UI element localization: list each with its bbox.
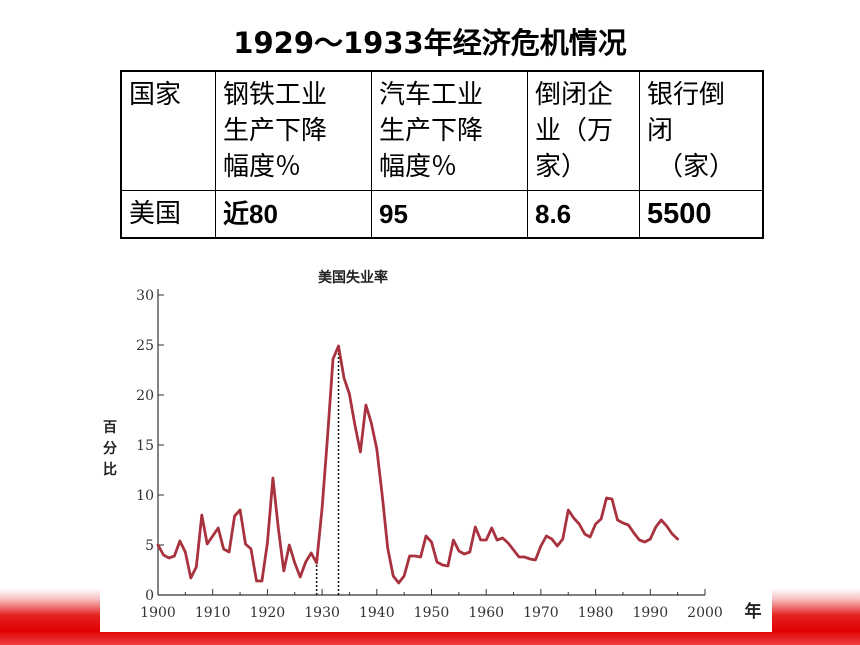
x-tick-label: 1900 <box>140 605 176 621</box>
x-tick-label: 1970 <box>523 605 559 621</box>
header-bankrupt-firms: 倒闭企 业（万 家） <box>527 70 640 191</box>
y-tick-label: 15 <box>136 438 154 454</box>
x-tick-label: 1960 <box>468 605 504 621</box>
x-tick-label: 2000 <box>687 605 723 621</box>
header-country: 国家 <box>120 70 216 191</box>
crisis-table: 国家 钢铁工业 生产下降 幅度％ 汽车工业 生产下降 幅度％ 倒闭企 业（万 家） 银行倒闭… <box>120 70 764 239</box>
y-tick-label: 5 <box>145 538 154 554</box>
slide-title: 1929～1933年经济危机情况 <box>233 26 627 60</box>
y-tick-label: 10 <box>136 488 154 504</box>
x-tick-label: 1940 <box>359 605 395 621</box>
y-axis-label-char: 比 <box>103 461 117 478</box>
y-tick-label: 30 <box>136 288 154 304</box>
x-tick-label: 1980 <box>578 605 614 621</box>
y-tick-label: 25 <box>136 338 154 354</box>
x-tick-label: 1990 <box>632 605 668 621</box>
x-tick-label: 1910 <box>195 605 231 621</box>
chart-svg: 0 5 10 15 20 25 30 1900 1910 1920 1930 1940 1950 1960… <box>103 269 762 622</box>
y-axis-label-char: 分 <box>103 441 117 457</box>
header-bank-failures: 银行倒闭（家） <box>639 70 764 191</box>
header-steel: 钢铁工业 生产下降 幅度％ <box>215 70 372 191</box>
header-auto: 汽车工业 生产下降 幅度％ <box>371 70 528 191</box>
cell-auto: 95 <box>371 190 528 239</box>
chart-title: 美国失业率 <box>318 269 388 286</box>
y-tick-label: 20 <box>136 388 154 404</box>
x-tick-label: 1920 <box>250 605 286 621</box>
table-header-row: 国家 钢铁工业 生产下降 幅度％ 汽车工业 生产下降 幅度％ 倒闭企 业（万 家） 银行倒闭… <box>120 70 764 191</box>
x-axis-label: 年 <box>745 601 762 622</box>
cell-banks: 5500 <box>639 190 764 239</box>
cell-country: 美国 <box>120 190 216 239</box>
x-tick-label: 1930 <box>304 605 340 621</box>
x-tick-label: 1950 <box>414 605 450 621</box>
unemployment-chart: 0 5 10 15 20 25 30 1900 1910 1920 1930 1940 1950 1960… <box>100 264 772 632</box>
unemployment-series-line <box>156 344 679 585</box>
cell-steel: 近80 <box>215 190 372 239</box>
y-tick-label: 0 <box>145 588 154 604</box>
y-axis-label-char: 百 <box>103 420 117 436</box>
table-row: 美国 近80 95 8.6 5500 <box>120 190 764 239</box>
cell-firms: 8.6 <box>527 190 640 239</box>
